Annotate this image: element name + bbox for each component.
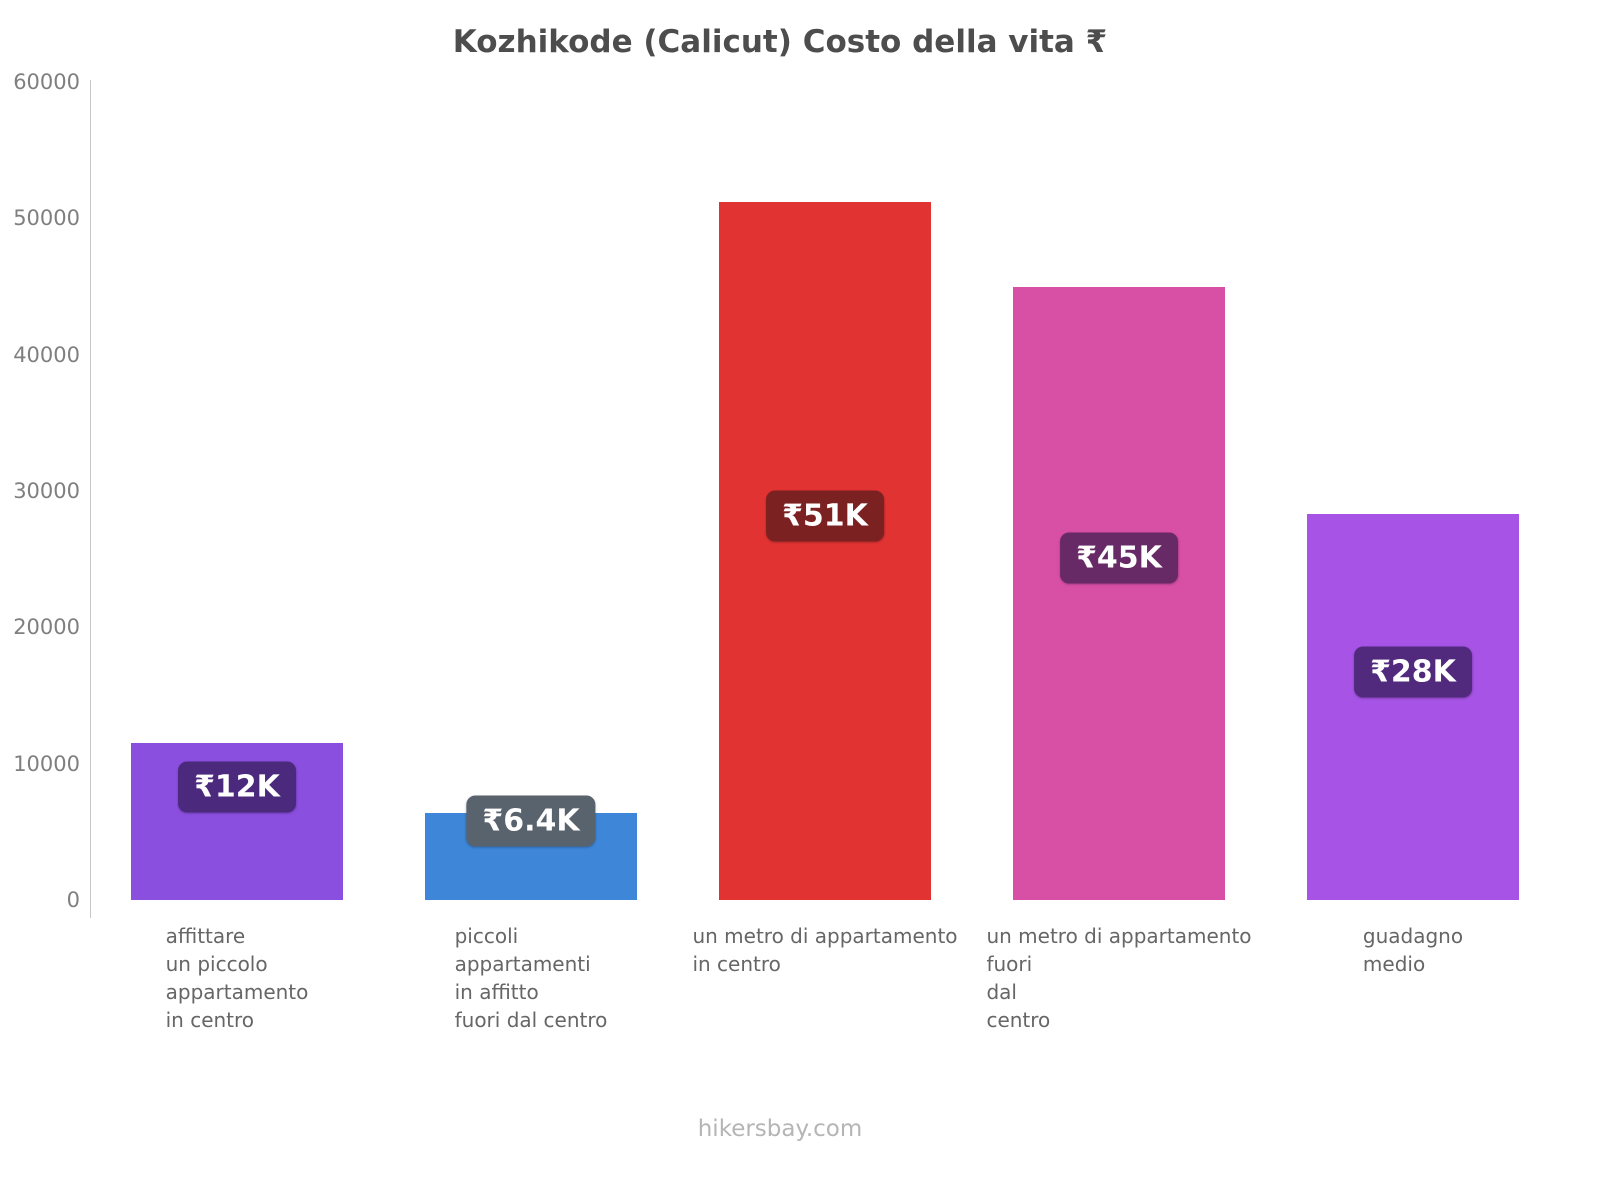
y-tick-label: 40000: [13, 342, 80, 367]
bar: [1013, 286, 1225, 900]
bar-value-badge: ₹12K: [178, 761, 296, 813]
x-axis-label: affittare un piccolo appartamento in centro: [166, 922, 309, 1034]
bar-value-badge: ₹6.4K: [466, 795, 596, 847]
bar: [1307, 514, 1519, 900]
footer-watermark: hikersbay.com: [697, 1116, 863, 1142]
x-axis-label: un metro di appartamento in centro: [692, 922, 957, 978]
x-axis-label-line: dal: [986, 980, 1017, 1004]
x-axis-label-line: appartamento: [165, 980, 309, 1004]
y-tick-label: 20000: [13, 615, 80, 640]
x-axis-label-line: un metro di appartamento: [986, 924, 1252, 948]
bar-value-badge: ₹28K: [1354, 646, 1472, 698]
x-axis-label: un metro di appartamento fuori dal centro: [986, 922, 1251, 1034]
x-axis-label: piccoli appartamenti in affitto fuori dal c…: [455, 922, 608, 1034]
y-tick-label: 50000: [13, 206, 80, 231]
chart-title: Kozhikode (Calicut) Costo della vita ₹: [452, 24, 1108, 60]
x-axis-label-line: in centro: [165, 1008, 255, 1032]
y-tick-label: 10000: [13, 751, 80, 776]
bar: [719, 201, 931, 900]
x-axis-label-line: appartamenti: [454, 952, 591, 976]
x-axis-label-line: centro: [986, 1008, 1051, 1032]
x-axis-label-line: piccoli: [454, 924, 519, 948]
x-axis-label-line: fuori dal centro: [454, 1008, 608, 1032]
x-axis-label-line: un piccolo: [165, 952, 268, 976]
x-axis-label-line: fuori: [986, 952, 1033, 976]
bar-value-badge: ₹51K: [766, 490, 884, 542]
x-axis-label-line: in centro: [692, 952, 781, 976]
x-axis-label: guadagno medio: [1363, 922, 1463, 978]
x-axis-label-line: in affitto: [454, 980, 539, 1004]
x-axis-label-line: guadagno: [1362, 924, 1464, 948]
y-tick-label: 60000: [13, 70, 80, 94]
y-tick-label: 0: [66, 888, 80, 912]
bar-value-badge: ₹45K: [1060, 532, 1178, 584]
x-axis-label-line: un metro di appartamento: [692, 924, 958, 948]
y-axis-line: [90, 80, 91, 918]
x-axis-label-line: medio: [1362, 952, 1426, 976]
x-axis-label-line: affittare: [165, 924, 246, 948]
y-tick-label: 30000: [13, 479, 80, 503]
